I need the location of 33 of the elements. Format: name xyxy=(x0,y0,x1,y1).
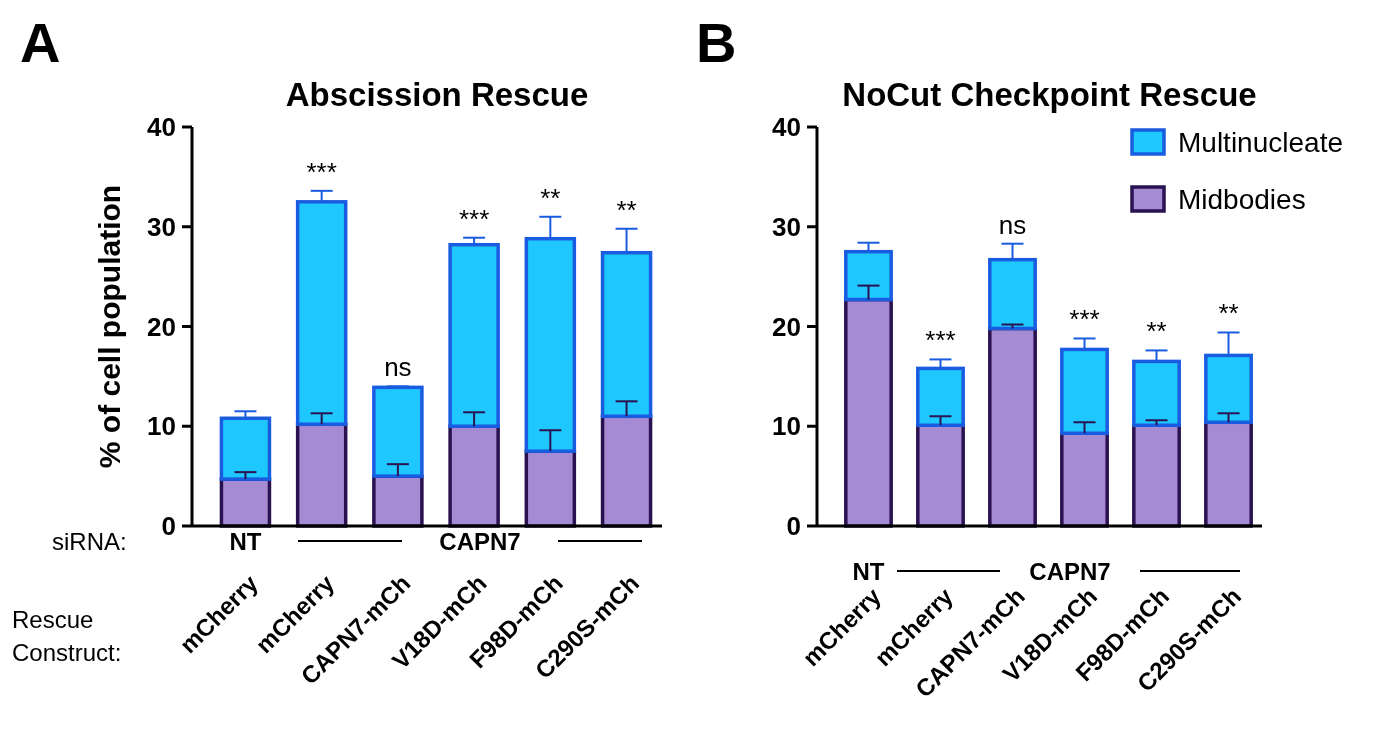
data-label: ns xyxy=(998,209,1027,240)
data-label: ** xyxy=(616,194,637,225)
text: Rescue Construct: xyxy=(12,606,122,666)
y-tick-label: 20 xyxy=(147,311,176,342)
data-label: ** xyxy=(540,182,561,213)
legend-label: Multinucleate xyxy=(1178,127,1343,158)
data-label: ** xyxy=(1146,316,1167,347)
y-tick-label: 30 xyxy=(147,211,176,242)
data-label: *** xyxy=(1069,304,1100,335)
data-label: *** xyxy=(925,325,956,356)
y-tick-label: 20 xyxy=(772,311,801,342)
text: NT xyxy=(229,528,262,555)
legend-label: Midbodies xyxy=(1178,184,1306,215)
data-label: ns xyxy=(384,352,412,383)
data-label: *** xyxy=(458,203,490,234)
data-label: *** xyxy=(306,156,337,187)
y-tick-label: 40 xyxy=(772,112,801,142)
y-tick-label: 30 xyxy=(772,211,801,242)
text: CAPN7 xyxy=(1029,558,1111,585)
y-tick-label: 10 xyxy=(772,411,801,442)
y-tick-label: 0 xyxy=(786,511,801,541)
y-tick-label: 0 xyxy=(161,511,176,541)
text: NT xyxy=(852,558,885,585)
text: A xyxy=(20,11,61,74)
y-tick-label: 10 xyxy=(147,411,176,442)
data-label: ** xyxy=(1218,298,1239,329)
text: CAPN7 xyxy=(439,528,521,555)
chart-title: Abscission Rescue xyxy=(285,76,589,113)
text: B xyxy=(696,11,737,74)
y-tick-label: 40 xyxy=(147,112,176,142)
chart-title: NoCut Checkpoint Rescue xyxy=(842,76,1257,113)
text: siRNA: xyxy=(52,528,127,555)
y-axis-title: % of cell population xyxy=(93,184,126,469)
